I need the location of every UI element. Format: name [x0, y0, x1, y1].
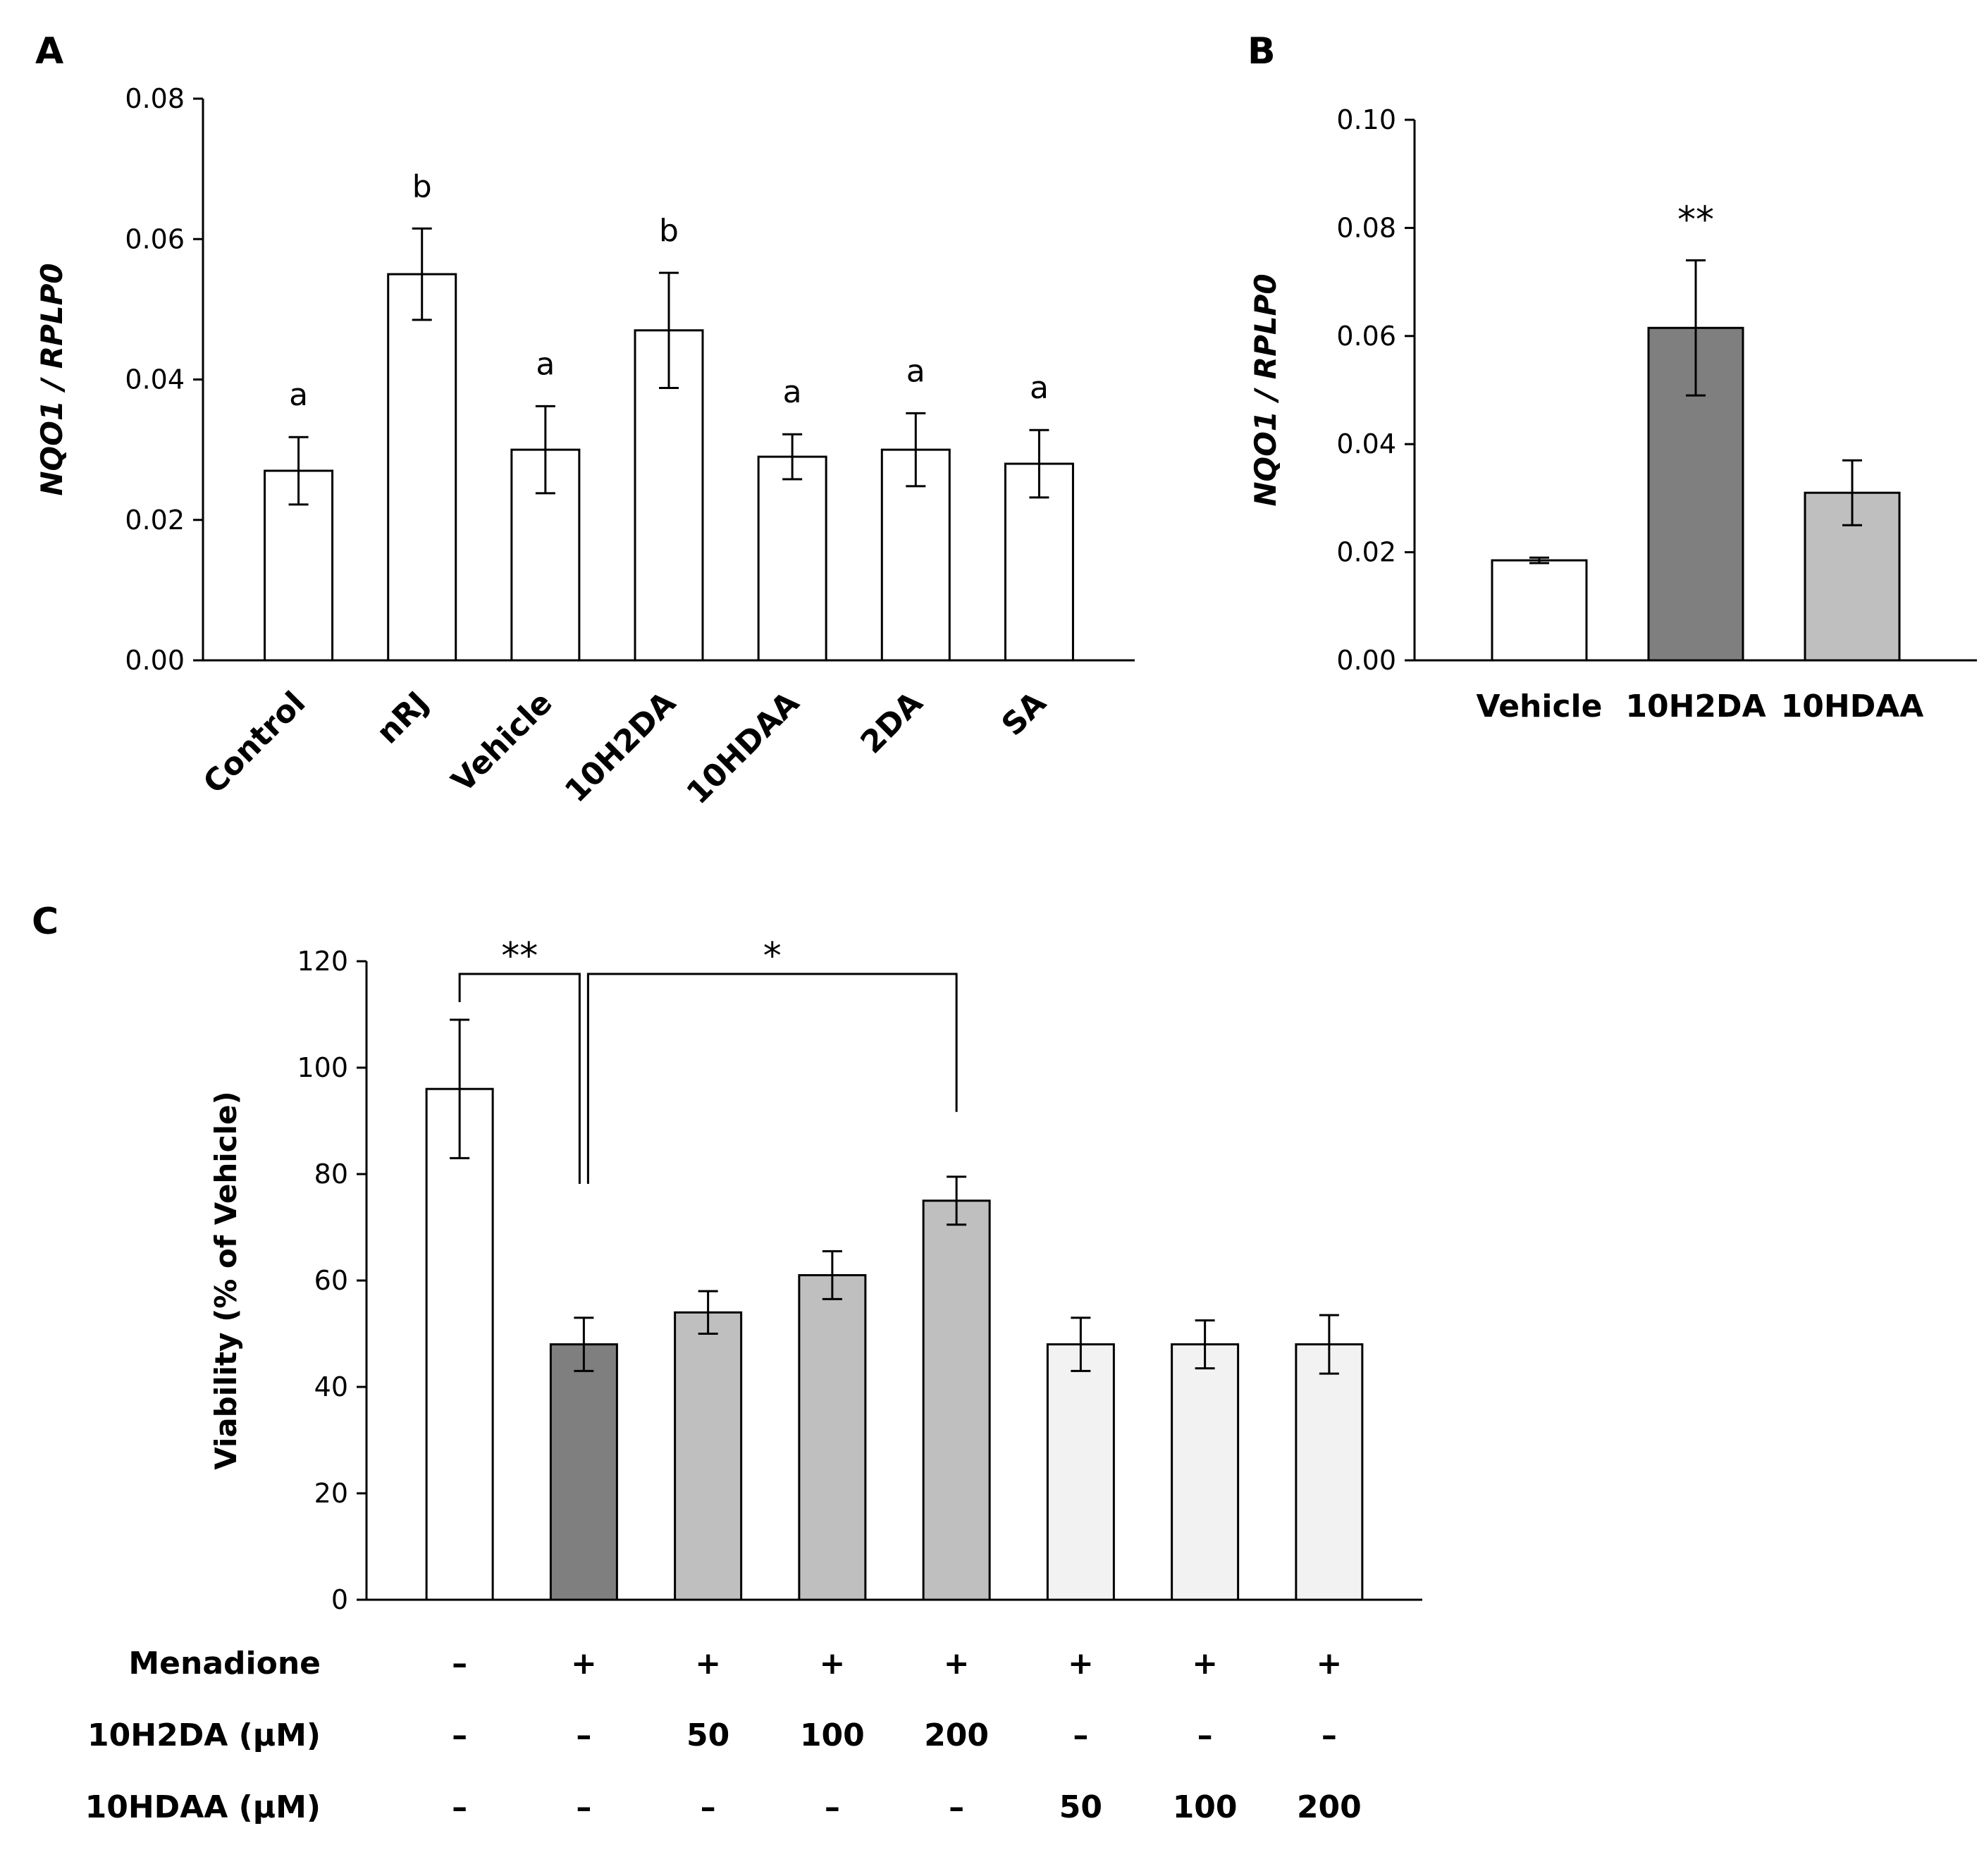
condition-cell: 100	[800, 1717, 865, 1753]
condition-cell: 200	[924, 1717, 989, 1753]
x-tick-label: 10HDAA	[680, 685, 806, 811]
bar	[1295, 1343, 1364, 1601]
y-tick-label: 0.00	[1336, 645, 1396, 676]
panel-a-chart: 0.00 0.02 0.04 0.06 0.08 NQO1 / RPLP0 a Control…	[35, 83, 1135, 811]
bar	[1491, 559, 1588, 662]
x-tick-label: nRJ	[370, 685, 436, 751]
panel-c-letter: C	[32, 901, 58, 943]
condition-cell: –	[452, 1789, 467, 1825]
group-letter: a	[1030, 370, 1049, 406]
condition-cell: 50	[686, 1717, 729, 1753]
condition-cell: +	[1068, 1646, 1094, 1681]
bracket-label: *	[763, 935, 782, 977]
bar	[425, 1087, 494, 1601]
condition-row-label: 10HDAA (µM)	[85, 1789, 321, 1825]
x-tick-label: Control	[197, 685, 313, 801]
condition-cell: +	[695, 1646, 721, 1681]
y-tick-label: 0	[331, 1584, 348, 1615]
group-letter: b	[412, 168, 432, 204]
condition-cell: –	[452, 1717, 467, 1753]
condition-cell: –	[1321, 1717, 1337, 1753]
condition-cell: +	[1192, 1646, 1218, 1681]
x-tick-label: 10H2DA	[1625, 689, 1766, 724]
bar	[387, 273, 457, 662]
y-tick-label: 0.00	[125, 645, 185, 676]
condition-cell: –	[949, 1789, 964, 1825]
y-tick-label: 0.08	[125, 83, 185, 114]
bar	[1046, 1343, 1115, 1601]
condition-cell: +	[819, 1646, 845, 1681]
significance-bracket	[586, 973, 958, 1184]
y-tick-label: 60	[314, 1265, 348, 1296]
bar	[1171, 1343, 1240, 1601]
y-tick-label: 40	[314, 1371, 348, 1402]
condition-cell: –	[452, 1646, 467, 1681]
condition-row-label: Menadione	[128, 1646, 321, 1681]
group-letter: b	[659, 213, 679, 249]
condition-cell: 200	[1297, 1789, 1362, 1825]
y-tick-label: 0.02	[1336, 537, 1396, 568]
condition-cell: –	[1073, 1717, 1088, 1753]
bar	[798, 1273, 867, 1601]
panel-b-letter: B	[1247, 30, 1276, 73]
x-tick-label: Vehicle	[1477, 689, 1603, 724]
bar	[674, 1311, 743, 1601]
condition-cell: –	[825, 1789, 840, 1825]
y-tick-label: 0.10	[1336, 104, 1396, 135]
condition-cell: –	[701, 1789, 716, 1825]
condition-cell: +	[944, 1646, 970, 1681]
y-tick-label: 0.04	[125, 364, 185, 395]
y-tick-label: 120	[297, 946, 348, 977]
condition-cell: –	[576, 1717, 591, 1753]
group-letter: a	[289, 377, 308, 413]
group-letter: a	[536, 346, 555, 382]
bar	[549, 1343, 618, 1601]
y-tick-label: 0.04	[1336, 428, 1396, 459]
condition-cell: +	[571, 1646, 597, 1681]
condition-cell: 50	[1059, 1789, 1102, 1825]
bar	[634, 329, 704, 662]
y-tick-label: 0.06	[1336, 321, 1396, 352]
condition-cell: 100	[1173, 1789, 1238, 1825]
bar	[922, 1199, 991, 1601]
condition-row-label: 10H2DA (µM)	[87, 1717, 321, 1753]
y-tick-label: 80	[314, 1159, 348, 1190]
bar	[757, 455, 827, 662]
significance-bracket	[458, 973, 581, 1184]
x-tick-label: Vehicle	[445, 685, 560, 800]
panel-c-chart: 0 20 40 60 80 100 120 Viability (% of Vehicle) *…	[85, 935, 1422, 1825]
x-tick-label: SA	[995, 685, 1054, 743]
bracket-label: **	[501, 935, 538, 977]
bar	[510, 448, 581, 662]
y-tick-label: 0.06	[125, 223, 185, 254]
y-axis-title: Viability (% of Vehicle)	[209, 1091, 243, 1469]
y-axis-title: NQO1 / RPLP0	[35, 263, 69, 495]
y-axis-title: NQO1 / RPLP0	[1248, 273, 1283, 506]
x-tick-label: 10HDAA	[1781, 689, 1924, 724]
significance-stars: **	[1677, 199, 1714, 241]
y-tick-label: 0.08	[1336, 212, 1396, 243]
condition-cell: –	[1197, 1717, 1213, 1753]
x-tick-label: 10H2DA	[558, 685, 683, 810]
y-tick-label: 20	[314, 1478, 348, 1509]
condition-cell: –	[576, 1789, 591, 1825]
y-tick-label: 0.02	[125, 505, 185, 536]
panel-a-letter: A	[35, 30, 63, 73]
group-letter: a	[906, 353, 925, 389]
x-tick-label: 2DA	[854, 685, 930, 761]
y-tick-label: 100	[297, 1052, 348, 1083]
condition-cell: +	[1316, 1646, 1342, 1681]
panel-b-chart: 0.00 0.02 0.04 0.06 0.08 0.10 NQO1 / RPLP0 Vehi…	[1248, 104, 1977, 724]
group-letter: a	[783, 374, 802, 410]
